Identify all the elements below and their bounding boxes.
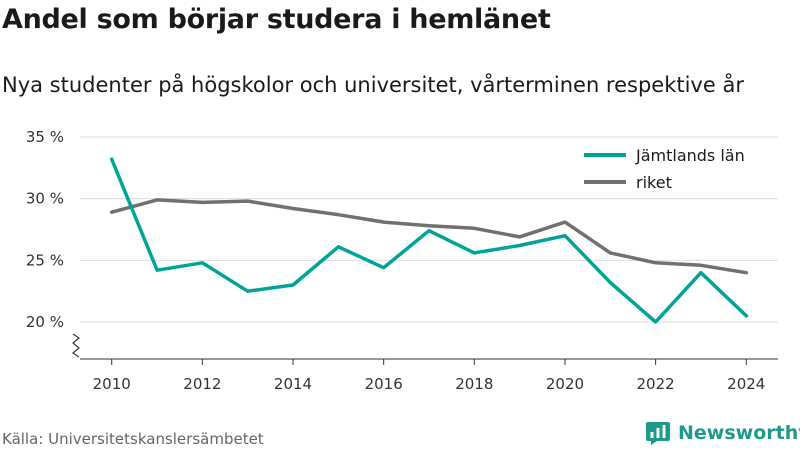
- chart-title: Andel som börjar studera i hemlänet: [2, 4, 551, 35]
- legend-label: Jämtlands län: [635, 146, 745, 165]
- series-line: [109, 157, 749, 324]
- x-tick-label: 2016: [365, 375, 403, 393]
- x-tick-label: 2014: [274, 375, 312, 393]
- legend-label: riket: [636, 173, 672, 192]
- axis-break-icon: [71, 333, 81, 358]
- x-tick-label: 2010: [93, 375, 131, 393]
- x-tick-label: 2018: [455, 375, 493, 393]
- y-tick-label: 25 %: [26, 251, 64, 269]
- y-tick-label: 30 %: [26, 190, 64, 208]
- newsworthy-icon: [646, 422, 670, 445]
- chart-subtitle: Nya studenter på högskolor och universit…: [2, 73, 744, 97]
- x-tick-label: 2012: [183, 375, 221, 393]
- source-note: Källa: Universitetskanslersämbetet: [2, 430, 264, 448]
- x-tick-label: 2022: [637, 375, 675, 393]
- series-line: [109, 198, 749, 275]
- line-chart: 20 % 25 % 30 % 35 % 2010 2012 2014 2016 2018 2020…: [26, 128, 778, 393]
- newsworthy-logo: Newsworthy: [645, 420, 800, 446]
- brand-name: Newsworthy: [678, 422, 800, 444]
- y-tick-label: 20 %: [26, 313, 64, 331]
- x-tick-label: 2020: [546, 375, 584, 393]
- x-tick-label: 2024: [727, 375, 765, 393]
- y-tick-label: 35 %: [26, 128, 64, 146]
